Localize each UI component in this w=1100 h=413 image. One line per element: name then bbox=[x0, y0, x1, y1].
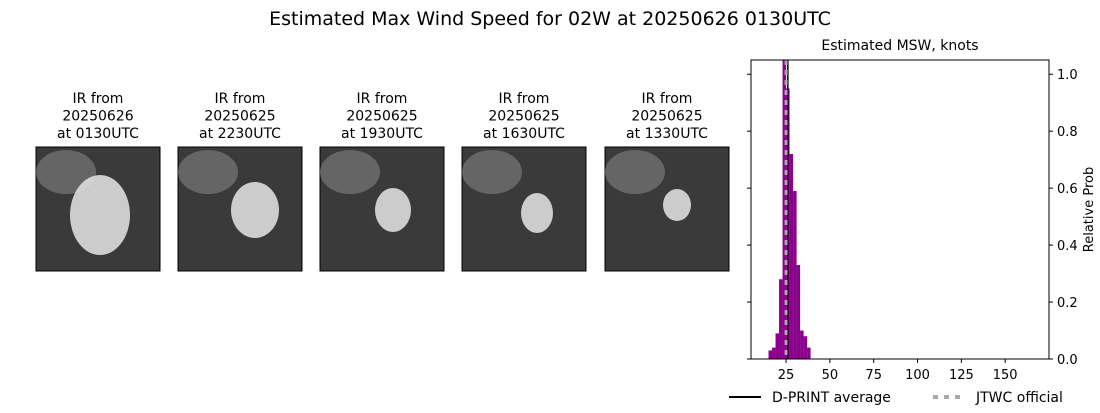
panel-title: IR from bbox=[357, 91, 408, 107]
panel-title: at 1930UTC bbox=[341, 126, 423, 142]
x-tick-label: 100 bbox=[905, 368, 930, 383]
bar bbox=[796, 265, 801, 359]
cloud bbox=[462, 150, 522, 194]
panel-title: 20250625 bbox=[631, 109, 702, 125]
panel-title: 20250625 bbox=[346, 109, 417, 125]
storm-cloud bbox=[521, 193, 553, 233]
panel-title: IR from bbox=[215, 91, 266, 107]
y-tick-label: 0.2 bbox=[1057, 296, 1078, 311]
y-tick-label: 0.6 bbox=[1057, 182, 1078, 197]
bar bbox=[768, 350, 773, 359]
x-tick-label: 50 bbox=[822, 368, 839, 383]
panel-title: at 2230UTC bbox=[199, 126, 281, 142]
bar bbox=[807, 347, 811, 359]
x-tick-label: 125 bbox=[949, 368, 974, 383]
y-tick-label: 0.0 bbox=[1057, 353, 1078, 368]
panel-title: at 0130UTC bbox=[57, 126, 139, 142]
panel-title: IR from bbox=[642, 91, 693, 107]
panel-title: IR from bbox=[73, 91, 124, 107]
cloud bbox=[605, 150, 665, 194]
legend-label: D-PRINT average bbox=[772, 390, 891, 406]
panel-title: at 1630UTC bbox=[483, 126, 565, 142]
cloud bbox=[178, 150, 238, 194]
cloud bbox=[320, 150, 380, 194]
x-tick-label: 150 bbox=[993, 368, 1018, 383]
x-tick-label: 25 bbox=[778, 368, 795, 383]
y-tick-label: 0.4 bbox=[1057, 239, 1078, 254]
figure-title: Estimated Max Wind Speed for 02W at 2025… bbox=[269, 8, 831, 30]
bar bbox=[793, 190, 797, 359]
panel-title: IR from bbox=[499, 91, 550, 107]
x-tick-label: 75 bbox=[865, 368, 882, 383]
storm-cloud bbox=[231, 182, 279, 238]
bar bbox=[772, 347, 776, 359]
panel-title: 20250625 bbox=[488, 109, 559, 125]
bar bbox=[789, 153, 794, 359]
y-axis-label: Relative Prob bbox=[1082, 167, 1097, 252]
panel-title: 20250625 bbox=[204, 109, 275, 125]
plot-frame bbox=[750, 59, 1050, 360]
storm-cloud bbox=[375, 188, 411, 232]
bar bbox=[775, 333, 780, 359]
legend-label: JTWC official bbox=[975, 390, 1063, 406]
y-tick-label: 1.0 bbox=[1057, 68, 1078, 83]
storm-cloud bbox=[663, 189, 691, 221]
cloud bbox=[36, 150, 96, 194]
bar bbox=[800, 330, 804, 359]
chart-title: Estimated MSW, knots bbox=[821, 38, 978, 54]
panel-title: at 1330UTC bbox=[626, 126, 708, 142]
bar bbox=[803, 336, 808, 359]
bar bbox=[782, 60, 787, 359]
storm-cloud bbox=[70, 175, 130, 255]
panel-title: 20250626 bbox=[62, 109, 133, 125]
y-tick-label: 0.8 bbox=[1057, 125, 1078, 140]
bar bbox=[779, 279, 783, 359]
